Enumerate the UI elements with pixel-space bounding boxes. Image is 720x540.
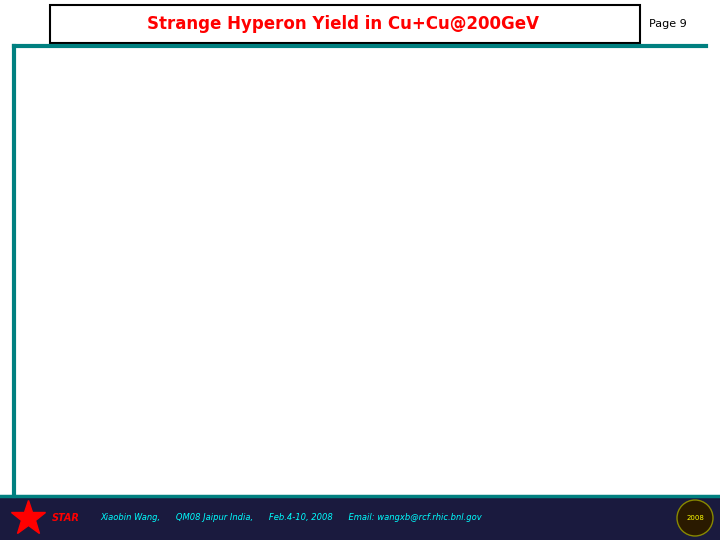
Text: p+p: p+p <box>76 441 97 451</box>
Text: $\Omega^{-}+\bar{\Omega}^{+}$: $\Omega^{-}+\bar{\Omega}^{+}$ <box>331 106 377 120</box>
Circle shape <box>677 500 713 536</box>
Text: $\Lambda^{0}$: $\Lambda^{0}$ <box>114 178 131 196</box>
Text: Hyperon yield
per  participant in
Cu+Cu is slightly
higher than that
in Au+Au at: Hyperon yield per participant in Cu+Cu i… <box>537 274 631 370</box>
Text: STAR: STAR <box>52 513 80 523</box>
Text: $\Xi^{-}$: $\Xi^{-}$ <box>114 134 132 148</box>
Text: Strange Hyperon Yield in Cu+Cu@200GeV: Strange Hyperon Yield in Cu+Cu@200GeV <box>147 15 539 33</box>
Text: Number of participants: N: Number of participants: N <box>119 478 263 488</box>
Text: $\bar{\Lambda}^{0}$: $\bar{\Lambda}^{0}$ <box>331 185 347 201</box>
Text: Xiaobin Wang,      QM08 Jaipur India,      Feb.4-10, 2008      Email: wangxb@rcf: Xiaobin Wang, QM08 Jaipur India, Feb.4-1… <box>100 514 482 523</box>
Text: STAR preliminary: STAR preliminary <box>150 356 247 422</box>
FancyBboxPatch shape <box>498 62 708 478</box>
Text: Au+Au: Au+Au <box>460 441 494 451</box>
Y-axis label: Relative Yield: dN/dy/N$_{part}$: Relative Yield: dN/dy/N$_{part}$ <box>18 207 32 343</box>
Text: part: part <box>220 487 238 496</box>
Bar <box>50 5 640 43</box>
Text: Page 9: Page 9 <box>649 19 687 29</box>
Text: Au+Au: Au+Au <box>243 441 277 451</box>
Bar <box>0 496 720 540</box>
Text: Cu+Cu: Cu+Cu <box>154 441 188 451</box>
Text: Cu+Cu: Cu+Cu <box>374 441 408 451</box>
Text: p+p: p+p <box>299 441 319 451</box>
Text: Hyperon yields
per participant
are strongly
enhanced in
central collisions: Hyperon yields per participant are stron… <box>537 109 626 176</box>
Text: 2008: 2008 <box>686 515 704 521</box>
Text: $\bar{\Xi}^{+}$: $\bar{\Xi}^{+}$ <box>331 146 348 162</box>
